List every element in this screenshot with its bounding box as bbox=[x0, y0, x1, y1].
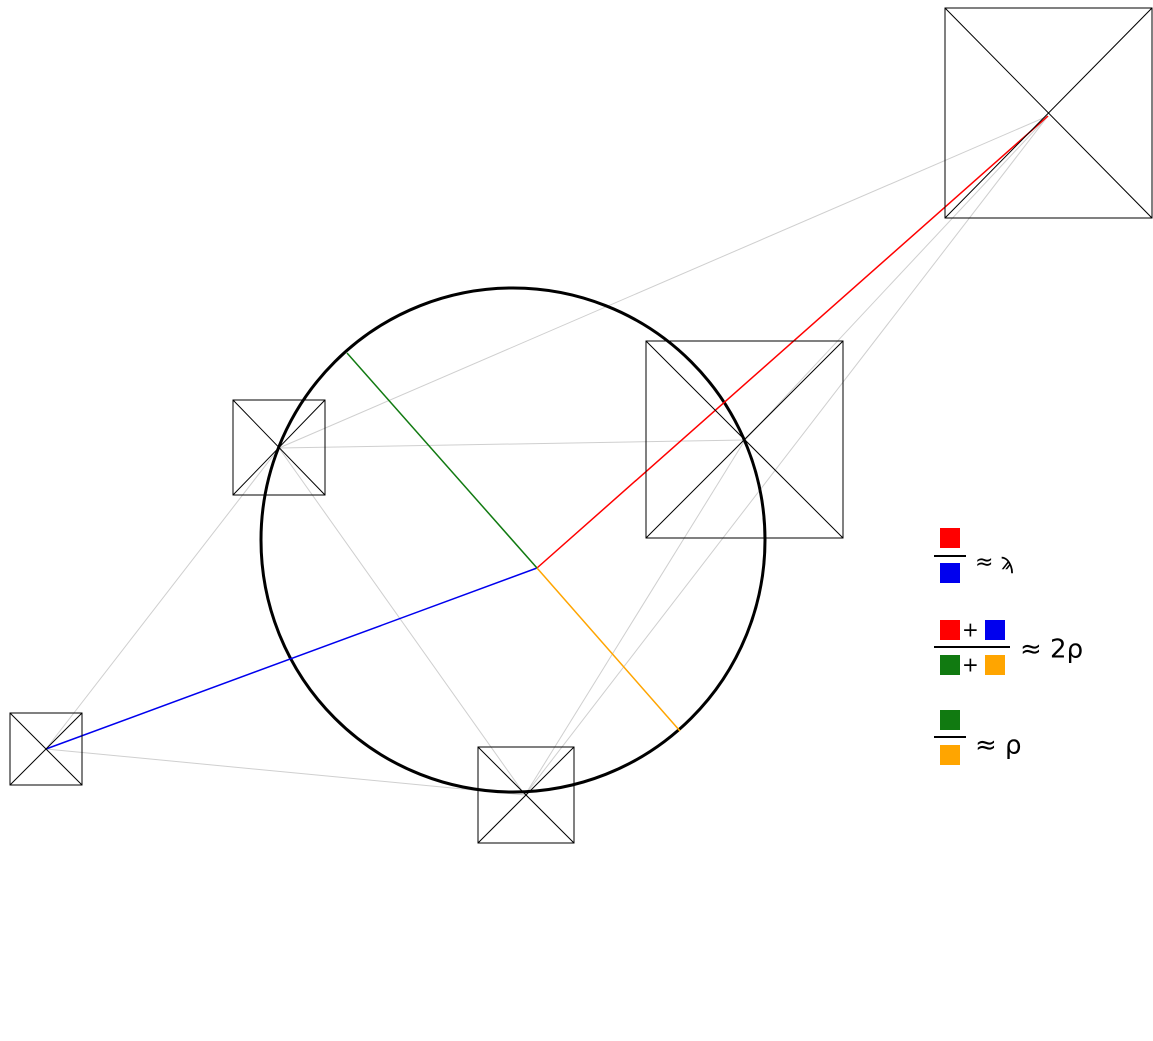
red-line bbox=[536, 115, 1049, 569]
relation: ≈ 2ρ bbox=[1020, 635, 1083, 665]
square bbox=[232, 399, 326, 496]
formula: + + ≈ 2ρ bbox=[934, 618, 1083, 677]
blue-swatch bbox=[940, 563, 960, 583]
circle bbox=[259, 286, 767, 794]
connector bbox=[524, 439, 746, 796]
green-swatch bbox=[940, 710, 960, 730]
orange-line bbox=[536, 567, 681, 732]
red-swatch bbox=[940, 528, 960, 548]
formula: ≈ ρ bbox=[934, 710, 1022, 765]
blue-swatch bbox=[985, 620, 1005, 640]
green-swatch bbox=[940, 655, 960, 675]
connector bbox=[45, 447, 280, 750]
square bbox=[477, 746, 575, 844]
relation: ≈ ρ bbox=[975, 731, 1022, 761]
plus: + bbox=[962, 653, 979, 677]
orange-swatch bbox=[940, 745, 960, 765]
square bbox=[9, 712, 83, 786]
square bbox=[944, 7, 1153, 219]
connector bbox=[45, 748, 526, 796]
red-swatch bbox=[940, 620, 960, 640]
plus: + bbox=[962, 618, 979, 642]
orange-swatch bbox=[985, 655, 1005, 675]
connector bbox=[278, 115, 1049, 449]
connector bbox=[278, 439, 746, 449]
formula: ≈ ϡ bbox=[934, 528, 1014, 583]
green-line bbox=[346, 352, 538, 569]
gray-lines bbox=[45, 115, 1049, 796]
connector bbox=[278, 447, 526, 796]
squares bbox=[9, 7, 1153, 844]
square bbox=[645, 340, 844, 539]
connector bbox=[524, 115, 1049, 796]
connector bbox=[744, 115, 1049, 441]
blue-line bbox=[45, 567, 538, 750]
relation: ≈ ϡ bbox=[975, 550, 1014, 575]
